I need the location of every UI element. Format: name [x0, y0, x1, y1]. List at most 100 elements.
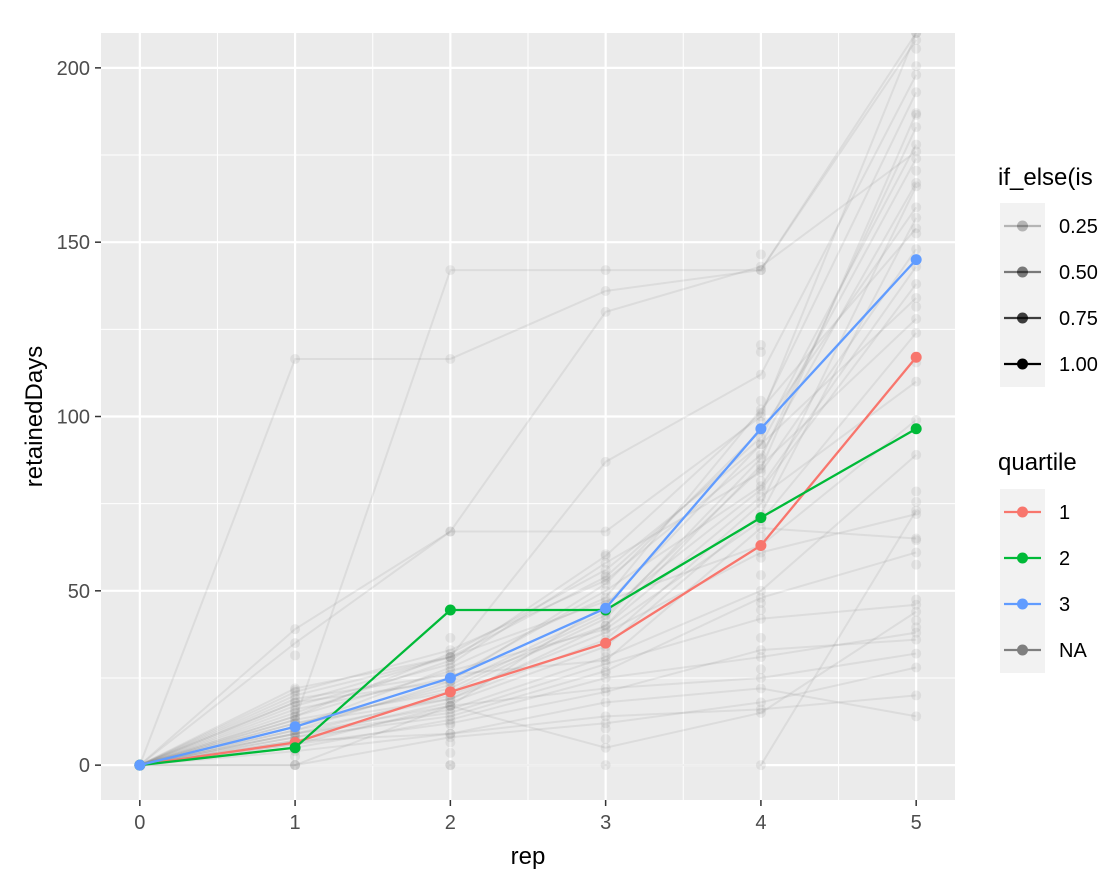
background-point [911, 33, 922, 38]
background-line [138, 33, 918, 766]
legend-label: 0.75 [1059, 308, 1098, 330]
legend-key-point [1017, 220, 1028, 232]
background-point [755, 439, 766, 450]
y-tick-label: 150 [57, 232, 90, 254]
x-tick-label: 1 [290, 812, 301, 834]
background-line [139, 380, 917, 767]
background-point [600, 592, 611, 603]
legend-key-point [1017, 506, 1028, 518]
legend-key [1000, 203, 1045, 249]
background-point [600, 655, 611, 666]
background-point [755, 707, 766, 718]
background-point [755, 645, 766, 656]
background-line [139, 513, 917, 767]
series-point [444, 604, 456, 616]
series-point [289, 742, 301, 754]
series-point [755, 423, 767, 435]
background-point [755, 491, 766, 502]
background-point [290, 690, 301, 701]
background-point [911, 109, 922, 120]
x-tick-label: 5 [911, 812, 922, 834]
background-point [911, 301, 922, 312]
background-point [600, 624, 611, 635]
background-point [755, 347, 766, 358]
background-point [290, 650, 301, 661]
background-point [445, 648, 456, 659]
background-point [600, 718, 611, 729]
background-point [290, 697, 301, 708]
background-point [290, 685, 301, 696]
series-point [134, 759, 146, 771]
background-point [445, 700, 456, 711]
background-line [139, 248, 918, 767]
background-point [911, 711, 922, 722]
background-point [755, 697, 766, 708]
background-point [445, 652, 456, 663]
background-point [755, 604, 766, 615]
background-point [911, 559, 922, 570]
background-point [600, 578, 611, 589]
background-line [139, 687, 917, 767]
background-point [755, 704, 766, 715]
background-point [445, 747, 456, 758]
background-point [600, 456, 611, 467]
background-point [911, 223, 922, 234]
background-point [911, 627, 922, 638]
background-line [139, 666, 917, 767]
background-point [600, 742, 611, 753]
background-point [911, 43, 922, 54]
background-point [755, 598, 766, 609]
y-tick-label: 100 [57, 407, 90, 429]
background-point [445, 632, 456, 643]
background-point [445, 526, 456, 537]
background-line [139, 206, 918, 767]
background-line [139, 112, 918, 767]
background-point [290, 760, 301, 771]
background-point [911, 292, 922, 303]
background-point [911, 486, 922, 497]
background-point [445, 652, 456, 663]
background-line [139, 33, 918, 766]
background-point [445, 652, 456, 663]
background-point [290, 683, 301, 694]
series-line [139, 258, 918, 767]
background-point [755, 460, 766, 471]
legend-title: quartile [998, 449, 1077, 476]
background-point [911, 181, 922, 192]
background-point [755, 652, 766, 663]
series-point [600, 637, 612, 649]
background-point [600, 575, 611, 586]
background-point [290, 711, 301, 722]
background-point [755, 265, 766, 276]
background-point [911, 108, 922, 119]
background-point [911, 153, 922, 164]
background-point [600, 733, 611, 744]
background-point [911, 202, 922, 213]
background-point [445, 645, 456, 656]
background-point [600, 723, 611, 734]
x-tick-label: 4 [755, 812, 766, 834]
background-point [911, 606, 922, 617]
series-point [755, 512, 767, 524]
background-point [911, 449, 922, 460]
x-axis-title: rep [511, 843, 546, 870]
y-tick-label: 50 [68, 581, 90, 603]
background-line [139, 297, 917, 767]
background-point [755, 760, 766, 771]
background-point [290, 760, 301, 771]
background-point [445, 526, 456, 537]
background-point [911, 327, 922, 338]
background-point [755, 523, 766, 534]
background-line [139, 217, 918, 767]
background-point [755, 664, 766, 675]
series-point [755, 539, 767, 551]
background-point [911, 505, 922, 516]
background-line [139, 603, 917, 767]
background-line [139, 266, 917, 767]
background-point [445, 697, 456, 708]
background-point [911, 622, 922, 633]
background-point [600, 711, 611, 722]
background-point [755, 404, 766, 415]
